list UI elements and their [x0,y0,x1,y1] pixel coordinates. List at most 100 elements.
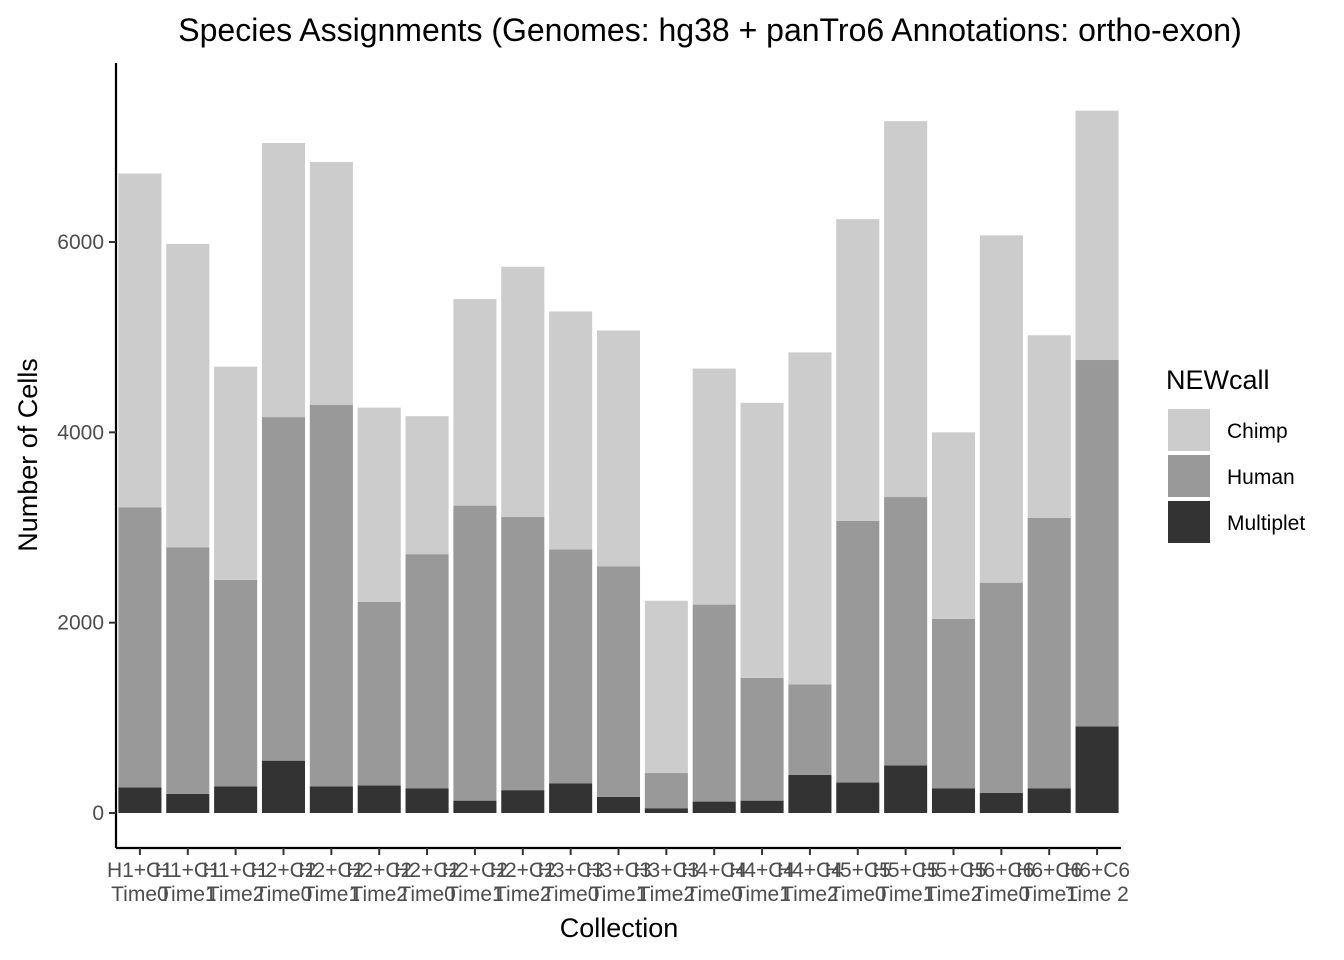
bar-multiplet-21 [1075,726,1119,813]
bar-human-20 [1027,517,1071,789]
bar-chimp-10 [549,311,593,550]
x-tick-label-13: H4+C4 Time0 [681,859,747,906]
bar-chimp-13 [692,368,736,605]
bar-chimp-21 [1075,110,1119,361]
bar-chimp-18 [931,432,976,619]
bar-multiplet-7 [405,788,449,813]
x-tick-label-15: H4+C4 Time2 [777,859,843,906]
bar-multiplet-15 [788,774,832,813]
legend-key-chimp [1168,409,1210,451]
bar-human-4 [261,417,306,761]
bar-chimp-19 [979,235,1023,583]
x-tick-label-17: H5+C5 Time1 [873,859,939,906]
bar-human-10 [549,549,593,784]
x-axis-title: Collection [560,913,679,943]
bar-chimp-6 [357,407,401,602]
bar-chimp-16 [836,219,880,521]
legend-key-human [1168,455,1210,497]
bar-chimp-20 [1027,335,1071,518]
bar-chimp-5 [309,162,353,405]
bar-chimp-9 [501,266,545,518]
bar-multiplet-18 [931,788,976,813]
bar-multiplet-12 [644,808,688,813]
x-tick-label-16: H5+C5 Time0 [825,859,891,906]
bar-human-21 [1075,360,1119,727]
x-tick-label-18: H5+C5 Time2 [921,859,987,906]
bar-human-12 [644,773,688,809]
legend-title: NEWcall [1166,365,1270,395]
x-tick-label-21: H6+C6 Time 2 [1064,859,1130,906]
bar-chimp-12 [644,600,688,774]
bar-human-9 [501,517,545,791]
bar-chimp-3 [214,366,258,580]
bar-human-2 [166,547,210,794]
bar-human-13 [692,604,736,802]
legend-label-chimp: Chimp [1227,420,1288,443]
bar-chimp-15 [788,352,832,685]
bar-human-15 [788,684,832,775]
bar-multiplet-19 [979,793,1023,813]
bar-human-14 [740,677,784,801]
y-axis-title: Number of Cells [13,358,43,552]
bar-multiplet-2 [166,793,210,813]
bar-multiplet-5 [309,786,353,813]
x-tick-label-4: H2+C2 Time0 [251,859,317,906]
x-tick-label-19: H6+C6 Time0 [968,859,1034,906]
y-tick-label-4000: 4000 [57,421,104,444]
bar-chimp-14 [740,402,784,678]
y-tick-label-0: 0 [92,802,104,825]
x-tick-label-7: H2+C2 Time0 [394,859,460,906]
bar-multiplet-17 [884,765,928,813]
x-tick-label-11: H3+C3 Time1 [586,859,652,906]
chart-title: Species Assignments (Genomes: hg38 + pan… [178,12,1241,48]
bar-chimp-1 [118,173,162,508]
x-tick-label-20: H6+C6 Time1 [1016,859,1082,906]
x-tick-label-3: H1+C1 Time2 [203,859,269,906]
legend-key-multiplet [1168,501,1210,543]
bar-human-5 [309,404,353,787]
bar-multiplet-4 [261,760,306,813]
bar-human-16 [836,520,880,783]
x-tick-label-14: H4+C4 Time1 [729,859,795,906]
x-tick-label-10: H3+C3 Time0 [538,859,604,906]
bar-chimp-7 [405,416,449,555]
bar-human-1 [118,507,162,788]
bars-layer [118,110,1119,813]
bar-multiplet-16 [836,782,880,813]
bar-multiplet-6 [357,785,401,813]
bar-human-11 [596,566,641,797]
bar-chimp-17 [884,121,928,498]
bar-human-3 [214,579,258,787]
bar-human-8 [453,505,497,801]
bar-multiplet-14 [740,800,784,813]
bar-human-19 [979,582,1023,794]
legend-label-multiplet: Multiplet [1227,512,1305,535]
y-tick-label-2000: 2000 [57,612,104,635]
bar-human-7 [405,554,449,789]
x-tick-label-2: H1+C1 Time1 [155,859,221,906]
x-tick-label-8: H2+C2 Time1 [442,859,508,906]
y-axis-ticks: 0 2000 4000 6000 [57,231,116,825]
legend: NEWcall Chimp Human Multiplet [1166,365,1305,543]
bar-multiplet-11 [596,796,641,813]
bar-human-17 [884,497,928,766]
bar-multiplet-10 [549,783,593,813]
bar-multiplet-20 [1027,788,1071,813]
bar-multiplet-8 [453,800,497,813]
bar-multiplet-13 [692,801,736,813]
bar-chimp-11 [596,330,641,567]
bar-human-18 [931,618,976,789]
bar-chimp-8 [453,299,497,506]
legend-label-human: Human [1227,466,1295,489]
x-tick-label-5: H2+C2 Time1 [298,859,364,906]
x-tick-label-9: H2+C2 Time2 [490,859,556,906]
x-tick-label-6: H2+C2 Time2 [346,859,412,906]
bar-multiplet-3 [214,786,258,813]
x-tick-label-12: H3+C3 Time2 [633,859,699,906]
bar-chimp-2 [166,243,210,548]
x-tick-label-1: H1+C1 Time0 [107,859,173,906]
bar-human-6 [357,601,401,786]
bar-chimp-4 [261,143,306,418]
